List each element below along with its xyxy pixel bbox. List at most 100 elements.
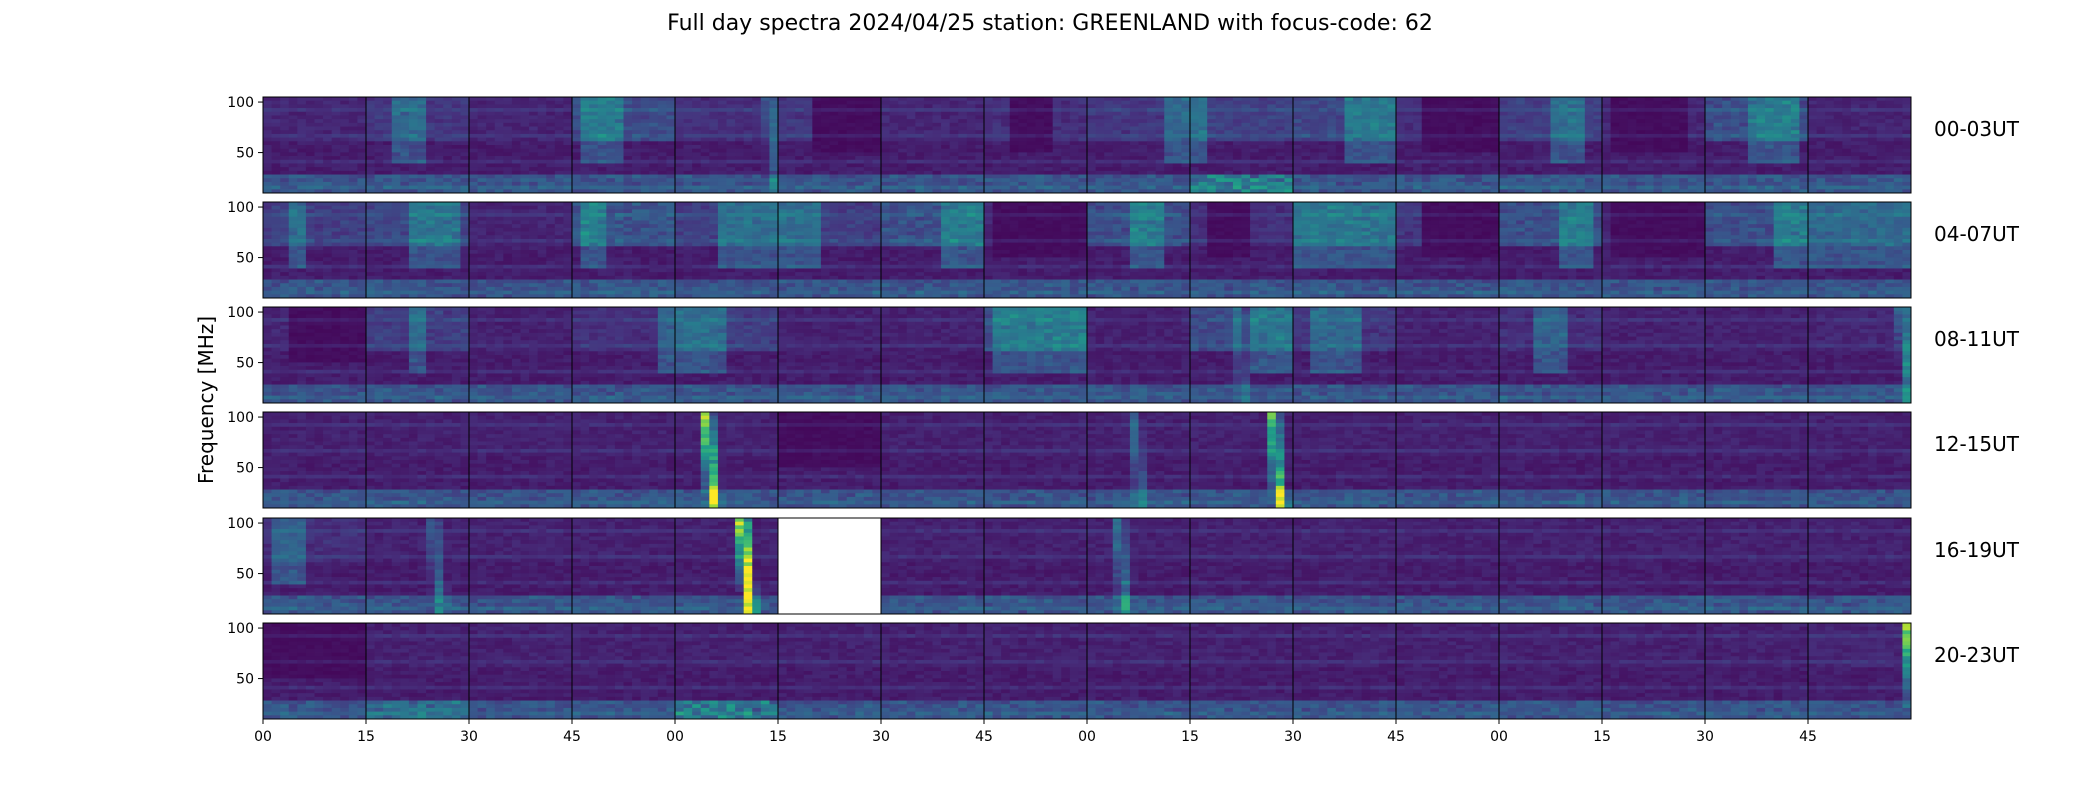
- spectrum-cell: [375, 141, 384, 145]
- spectrum-cell: [315, 152, 324, 156]
- spectrum-cell: [572, 145, 581, 149]
- spectrum-cell: [392, 138, 401, 142]
- spectrum-cell: [315, 101, 324, 105]
- spectrum-cell: [495, 167, 504, 171]
- spectrum-cell: [426, 119, 435, 123]
- spectrum-cell: [263, 101, 272, 105]
- spectrum-cell: [460, 163, 469, 167]
- spectrum-cell: [366, 130, 375, 134]
- spectrum-cell: [366, 138, 375, 142]
- spectrum-cell: [366, 175, 375, 179]
- spectrum-cell: [357, 175, 366, 179]
- spectrum-cell: [460, 186, 469, 190]
- spectrum-cell: [581, 149, 590, 153]
- spectrum-cell: [529, 186, 538, 190]
- spectrum-cell: [624, 138, 633, 142]
- spectrum-cell: [649, 141, 658, 145]
- spectrum-cell: [546, 119, 555, 123]
- spectrum-cell: [606, 138, 615, 142]
- spectrum-cell: [452, 149, 461, 153]
- spectrum-cell: [418, 97, 427, 101]
- spectrum-cell: [349, 186, 358, 190]
- spectrum-cell: [349, 178, 358, 182]
- spectrum-cell: [555, 156, 564, 160]
- spectrum-cell: [563, 156, 572, 160]
- spectrum-cell: [349, 182, 358, 186]
- spectrum-cell: [272, 156, 281, 160]
- spectrum-cell: [486, 130, 495, 134]
- spectrum-panel: [469, 97, 572, 193]
- spectrum-cell: [375, 127, 384, 131]
- spectrum-cell: [486, 112, 495, 116]
- spectrum-cell: [606, 108, 615, 112]
- spectra-row: 5010000-03UT: [227, 95, 2019, 193]
- spectrum-cell: [332, 119, 341, 123]
- spectrum-cell: [641, 97, 650, 101]
- spectrum-cell: [443, 130, 452, 134]
- spectrum-cell: [521, 167, 530, 171]
- spectrum-cell: [469, 108, 478, 112]
- spectrum-cell: [332, 163, 341, 167]
- spectrum-cell: [315, 175, 324, 179]
- spectrum-cell: [435, 141, 444, 145]
- spectrum-cell: [649, 104, 658, 108]
- spectrum-cell: [495, 156, 504, 160]
- spectrum-cell: [572, 152, 581, 156]
- spectrum-cell: [563, 163, 572, 167]
- spectrum-cell: [658, 141, 667, 145]
- spectrum-cell: [486, 123, 495, 127]
- spectrum-cell: [375, 182, 384, 186]
- spectrum-cell: [340, 104, 349, 108]
- spectrum-cell: [598, 127, 607, 131]
- spectrum-cell: [658, 145, 667, 149]
- spectrum-cell: [443, 108, 452, 112]
- spectrum-cell: [529, 156, 538, 160]
- spectrum-cell: [392, 163, 401, 167]
- spectrum-cell: [280, 167, 289, 171]
- spectrum-cell: [383, 160, 392, 164]
- spectrum-cell: [349, 138, 358, 142]
- spectrum-cell: [443, 160, 452, 164]
- spectrum-cell: [632, 149, 641, 153]
- spectrum-cell: [581, 115, 590, 119]
- spectrum-cell: [306, 160, 315, 164]
- spectrum-cell: [383, 127, 392, 131]
- spectrum-cell: [581, 134, 590, 138]
- spectrum-cell: [340, 101, 349, 105]
- spectrum-cell: [632, 112, 641, 116]
- spectrum-cell: [521, 115, 530, 119]
- spectrum-cell: [546, 127, 555, 131]
- spectrum-cell: [366, 115, 375, 119]
- spectrum-cell: [478, 115, 487, 119]
- spectrum-cell: [323, 141, 332, 145]
- spectrum-cell: [503, 178, 512, 182]
- spectrum-cell: [315, 130, 324, 134]
- spectrum-cell: [280, 115, 289, 119]
- spectrum-cell: [400, 175, 409, 179]
- spectrum-cell: [521, 130, 530, 134]
- spectrum-cell: [452, 127, 461, 131]
- spectrum-cell: [383, 115, 392, 119]
- spectrum-cell: [272, 104, 281, 108]
- spectrum-cell: [340, 178, 349, 182]
- spectrum-cell: [263, 152, 272, 156]
- spectrum-cell: [375, 160, 384, 164]
- spectrum-cell: [529, 108, 538, 112]
- spectrum-cell: [435, 167, 444, 171]
- spectrum-cell: [435, 97, 444, 101]
- spectrum-cell: [632, 123, 641, 127]
- spectrum-cell: [418, 101, 427, 105]
- spectrum-cell: [306, 175, 315, 179]
- spectrum-cell: [452, 134, 461, 138]
- spectrum-cell: [503, 108, 512, 112]
- spectrum-cell: [443, 115, 452, 119]
- spectrum-cell: [538, 115, 547, 119]
- spectrum-cell: [538, 104, 547, 108]
- spectrum-cell: [581, 104, 590, 108]
- spectrum-cell: [280, 112, 289, 116]
- spectrum-cell: [340, 97, 349, 101]
- spectrum-cell: [563, 138, 572, 142]
- spectrum-cell: [589, 138, 598, 142]
- spectrum-cell: [503, 149, 512, 153]
- spectrum-cell: [443, 182, 452, 186]
